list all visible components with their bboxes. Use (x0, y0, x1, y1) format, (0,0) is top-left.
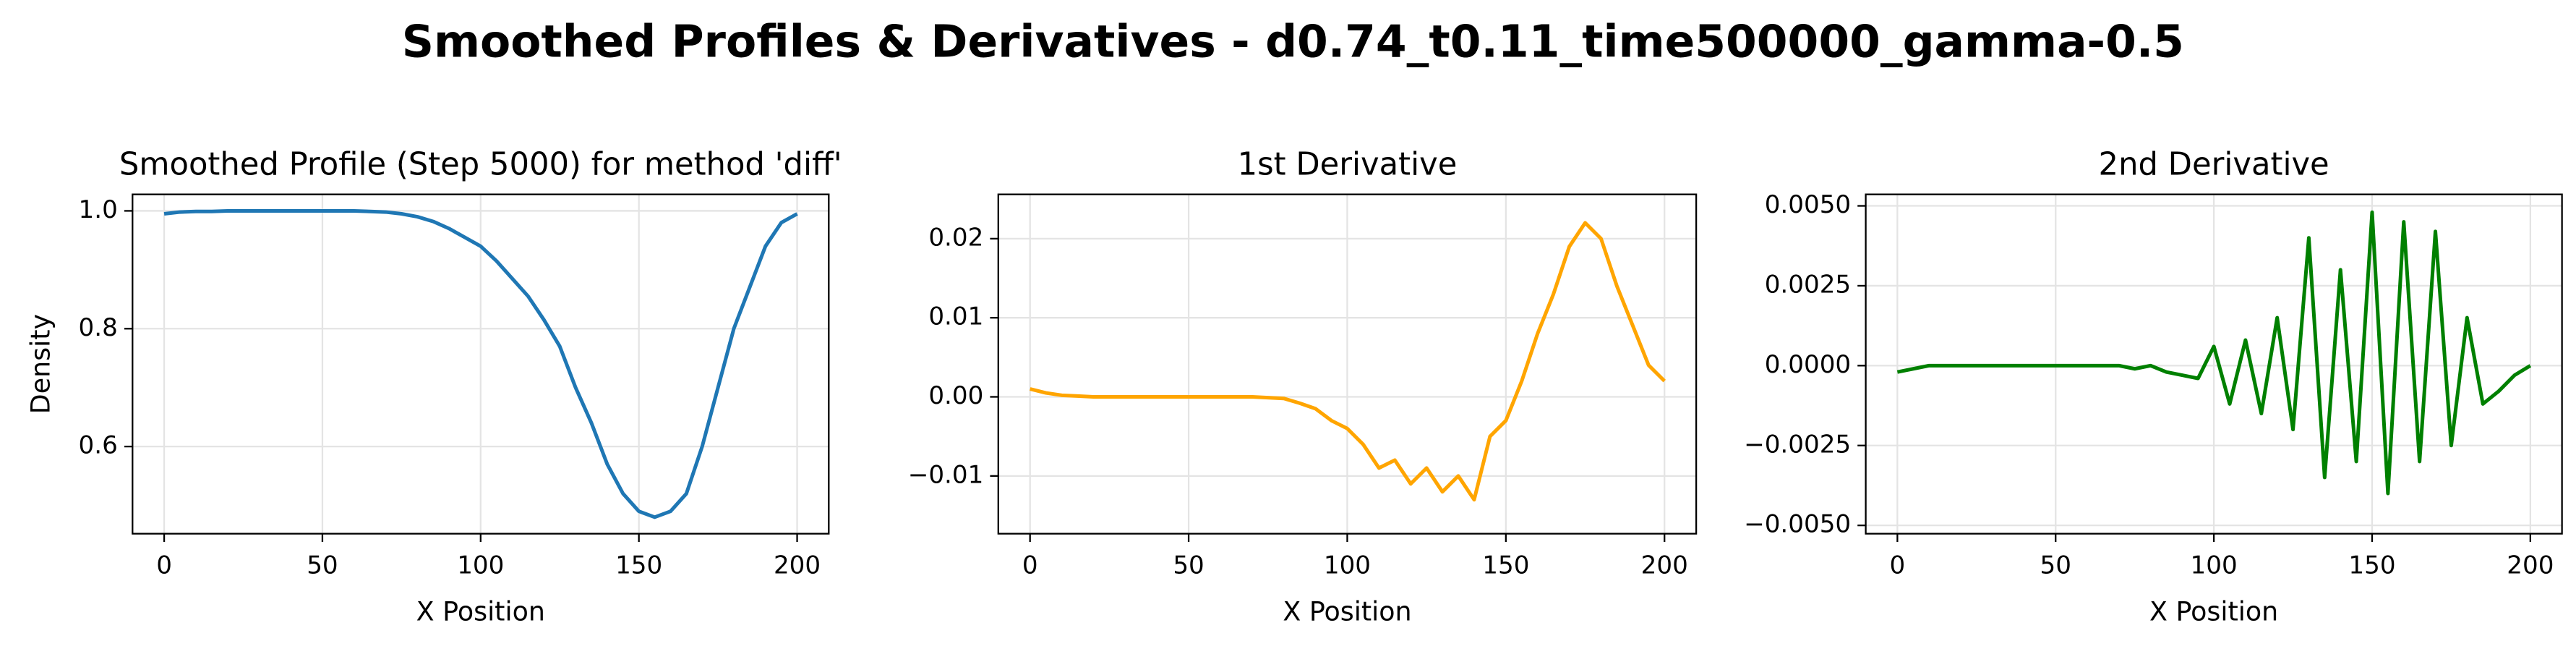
x-tick-label: 50 (2040, 551, 2071, 580)
x-tick-label: 200 (774, 551, 821, 580)
x-axis-label: X Position (1283, 595, 1411, 627)
plot-frame (132, 193, 830, 535)
x-tick-label: 100 (2191, 551, 2238, 580)
y-tick-label: 0.0000 (1765, 350, 1851, 379)
line (1896, 210, 2532, 496)
plot-frame (1865, 193, 2563, 535)
x-tick-label: 100 (1324, 551, 1371, 580)
y-tick-label: −0.0050 (1744, 510, 1851, 539)
line (163, 208, 798, 519)
x-tick-label: 0 (156, 551, 172, 580)
line (1030, 221, 1666, 502)
y-tick-label: 0.8 (79, 313, 118, 342)
y-tick-label: 0.6 (79, 431, 118, 460)
y-tick-label: 0.02 (928, 223, 983, 252)
y-axis-label: Density (25, 314, 56, 414)
x-axis-label: X Position (2149, 595, 2278, 627)
y-tick-label: 0.0050 (1765, 190, 1851, 219)
y-tick-label: 0.01 (928, 302, 983, 331)
x-tick-label: 200 (1641, 551, 1688, 580)
y-tick-label: 0.00 (928, 381, 983, 410)
y-tick-label: 1.0 (79, 195, 118, 224)
figure-title: Smoothed Profiles & Derivatives - d0.74_… (402, 17, 2184, 68)
x-tick-label: 150 (1482, 551, 1529, 580)
x-tick-label: 100 (457, 551, 504, 580)
x-tick-label: 0 (1022, 551, 1038, 580)
x-tick-label: 50 (307, 551, 338, 580)
y-tick-label: −0.0025 (1744, 430, 1851, 459)
plot-frame (997, 193, 1698, 535)
y-tick-label: −0.01 (908, 460, 984, 489)
y-tick-label: 0.0025 (1765, 270, 1851, 299)
x-tick-label: 0 (1890, 551, 1906, 580)
subplot-title: 1st Derivative (1238, 146, 1458, 182)
x-tick-label: 150 (2348, 551, 2395, 580)
x-tick-label: 150 (615, 551, 662, 580)
x-tick-label: 200 (2507, 551, 2554, 580)
subplot-title: 2nd Derivative (2099, 146, 2329, 182)
x-tick-label: 50 (1173, 551, 1204, 580)
x-axis-label: X Position (416, 595, 545, 627)
subplot-title: Smoothed Profile (Step 5000) for method … (119, 146, 842, 182)
